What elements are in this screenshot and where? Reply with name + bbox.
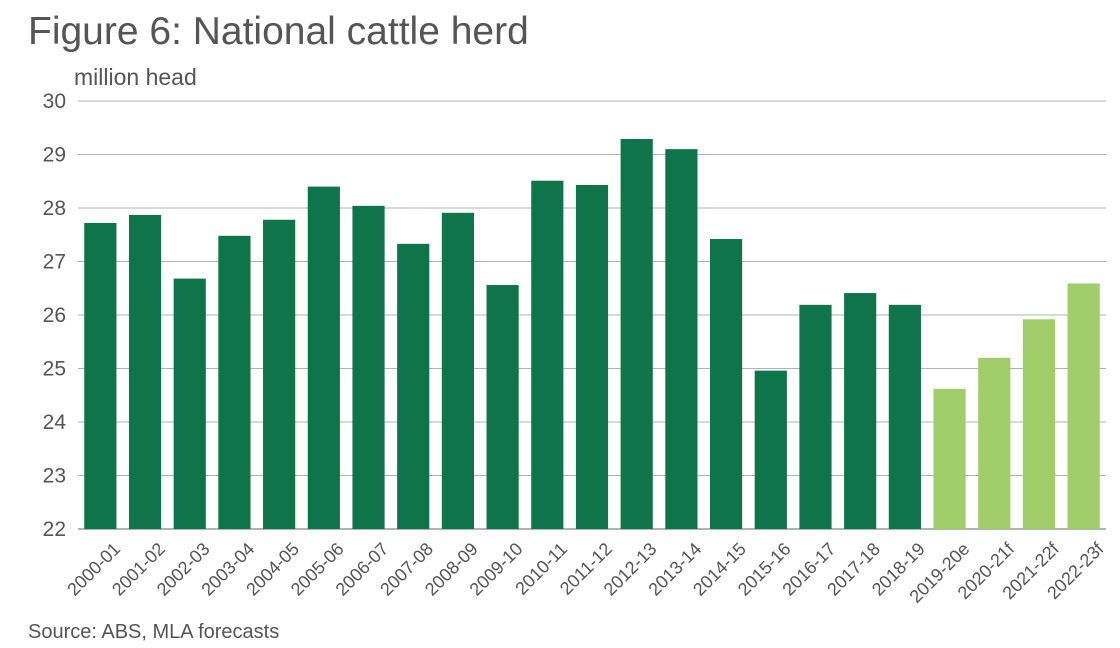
bar [888,304,921,529]
bar [531,180,564,529]
bar [978,357,1011,529]
bar [799,304,832,529]
y-tick-label: 28 [43,197,66,220]
x-axis-ticks: 2000-012001-022002-032003-042004-052005-… [63,538,1108,607]
y-tick-label: 24 [43,411,67,434]
bar [263,219,296,529]
y-tick-label: 26 [43,304,66,327]
bar [844,293,877,529]
y-tick-label: 27 [43,251,66,274]
bar [218,235,251,529]
bar [1067,283,1100,529]
y-tick-label: 29 [43,144,66,167]
bar [441,212,475,529]
y-axis-ticks: 22 23 24 25 26 27 28 29 30 [43,90,67,541]
source-note: Source: ABS, MLA forecasts [28,621,280,643]
bar [665,149,698,529]
bar [173,278,206,529]
y-axis-label: million head [74,64,197,90]
bar [307,186,340,529]
y-tick-label: 22 [43,518,66,541]
bar [575,184,609,529]
bar [620,138,653,530]
bar [486,285,519,529]
bar [128,214,162,529]
bar [397,243,430,529]
bar [709,239,743,529]
bar-chart: 22 23 24 25 26 27 28 29 30 2000-012001-022002-03… [43,90,1109,607]
bar [754,370,787,529]
chart-title: Figure 6: National cattle herd [28,10,529,53]
y-tick-label: 23 [43,465,66,488]
bar [84,222,117,530]
bar [1022,319,1056,529]
bar [933,388,966,529]
bars [84,138,1100,530]
y-tick-label: 25 [43,358,66,381]
y-tick-label: 30 [43,90,66,113]
bar [352,205,385,530]
